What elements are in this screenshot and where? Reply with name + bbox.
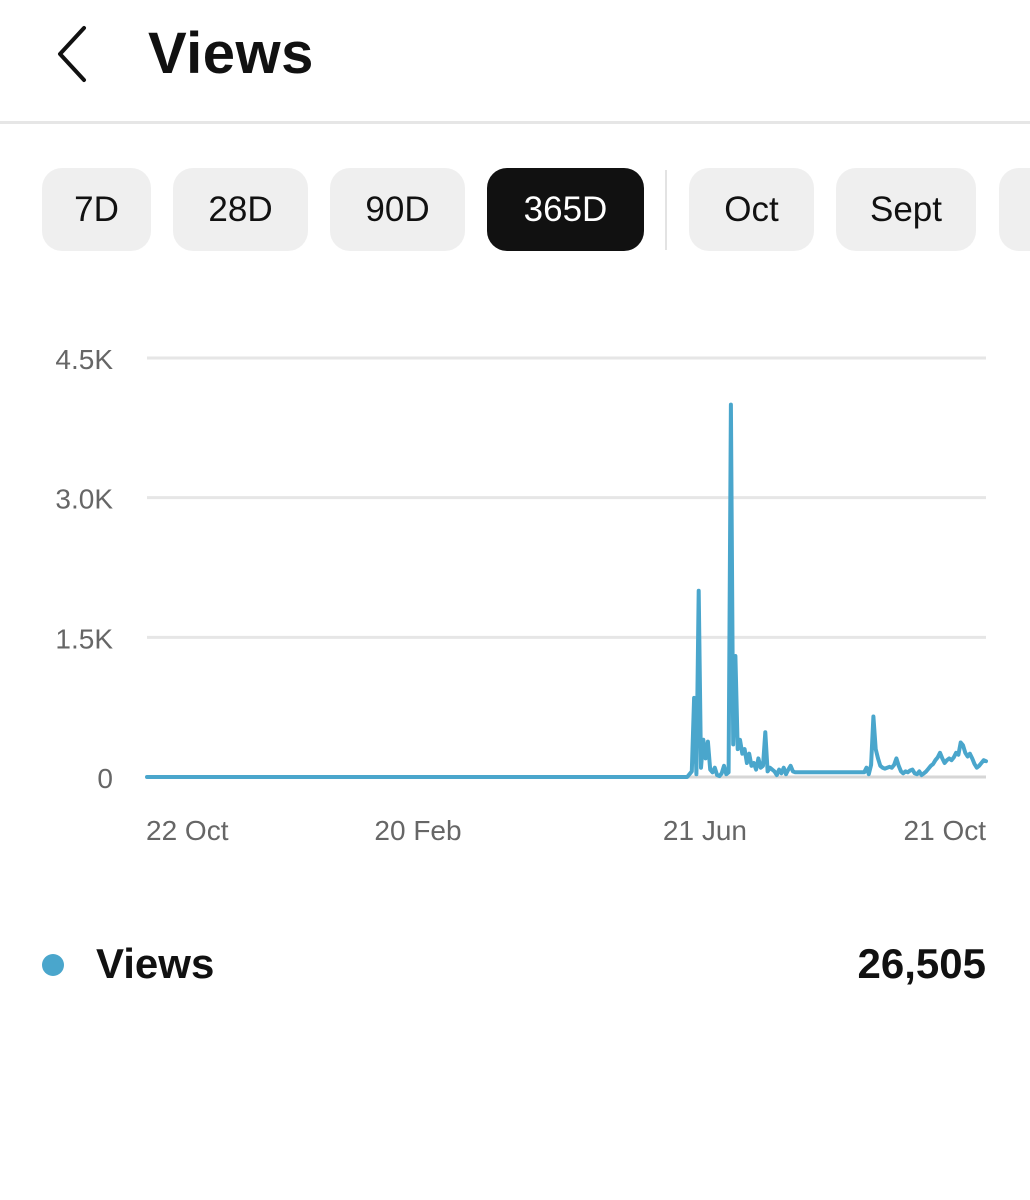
legend-dot-icon: [42, 954, 64, 976]
tab-divider: [665, 170, 667, 250]
y-tick-label: 1.5K: [55, 623, 113, 654]
tab-oct[interactable]: Oct: [689, 168, 814, 251]
chevron-left-icon: [58, 26, 86, 82]
page-title: Views: [148, 21, 314, 86]
views-chart: 0 1.5K 3.0K 4.5K 22 Oct 20 Feb 21 Jun 21 Oct: [0, 330, 1030, 870]
tab-next-partial[interactable]: [999, 168, 1030, 251]
series-line-views: [145, 402, 988, 779]
y-tick-label: 4.5K: [55, 344, 113, 375]
x-tick-label: 21 Jun: [663, 815, 747, 846]
y-tick-label: 0: [97, 763, 113, 794]
page-header: Views: [0, 0, 1030, 124]
y-tick-label: 3.0K: [55, 484, 113, 515]
views-total: 26,505: [857, 940, 986, 987]
tab-365d[interactable]: 365D: [487, 168, 644, 251]
chart-legend: Views 26,505: [0, 930, 1030, 1000]
legend-label: Views: [96, 940, 215, 987]
tab-sept[interactable]: Sept: [836, 168, 976, 251]
back-button[interactable]: [44, 16, 104, 92]
date-range-tabs: 7D 28D 90D 365D Oct Sept: [0, 168, 1030, 252]
x-tick-label: 22 Oct: [146, 815, 229, 846]
tab-90d[interactable]: 90D: [330, 168, 465, 251]
x-tick-label: 21 Oct: [904, 815, 987, 846]
tab-7d[interactable]: 7D: [42, 168, 151, 251]
x-tick-label: 20 Feb: [374, 815, 461, 846]
views-line-chart: 0 1.5K 3.0K 4.5K 22 Oct 20 Feb 21 Jun 21 Oct: [55, 344, 988, 846]
tab-28d[interactable]: 28D: [173, 168, 308, 251]
